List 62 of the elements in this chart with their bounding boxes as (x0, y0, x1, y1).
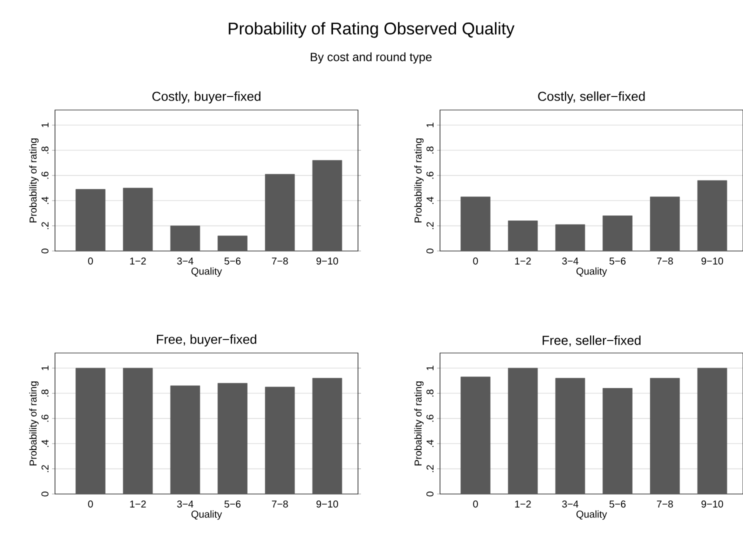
y-tick-label: .2 (426, 465, 434, 472)
x-tick-label: 7−8 (272, 258, 288, 265)
x-tick-label: 7−8 (272, 500, 288, 508)
x-tick-label: 9−10 (701, 500, 724, 508)
x-tick-label: 1−2 (130, 258, 146, 264)
chart-title: Costly, seller−fixed (538, 91, 645, 104)
y-axis-title: Probability of rating (29, 138, 39, 222)
y-tick-label: 0 (426, 248, 434, 254)
y-axis-title: Probability of rating (414, 382, 424, 466)
x-tick-label: 3−4 (562, 258, 578, 265)
y-tick-label: .8 (41, 146, 48, 154)
x-tick-label: 3−4 (177, 500, 194, 508)
chart-title: Free, seller−fixed (542, 335, 641, 346)
chart-title: Free, buyer−fixed (156, 334, 256, 346)
text: Probability of Rating Observed Quality (228, 22, 514, 38)
y-tick-label: 1 (426, 366, 434, 370)
text: By cost and round type (310, 52, 432, 64)
x-tick-label: 1−2 (130, 500, 146, 508)
y-tick-label: .4 (426, 196, 434, 204)
y-tick-label: .8 (41, 390, 48, 397)
y-axis-title: Probability of rating (29, 382, 39, 466)
x-tick-label: 0 (473, 500, 478, 508)
y-tick-label: .8 (426, 390, 434, 397)
y-tick-label: 1 (42, 122, 48, 128)
x-tick-label: 7−8 (656, 258, 673, 265)
y-tick-label: .4 (42, 196, 48, 204)
y-tick-label: 0 (426, 492, 434, 496)
y-tick-label: .6 (41, 414, 48, 422)
y-axis-title: Probability of rating (414, 138, 424, 222)
x-tick-label: 3−4 (177, 258, 194, 265)
x-tick-label: 0 (88, 500, 93, 508)
x-tick-label: 1−2 (515, 258, 531, 264)
y-tick-label: .8 (426, 146, 434, 154)
y-tick-label: 0 (41, 248, 48, 254)
x-tick-label: 0 (473, 258, 478, 265)
y-tick-label: .6 (426, 414, 434, 422)
x-axis-title: Quality (191, 510, 222, 520)
y-tick-label: .2 (42, 222, 48, 230)
x-tick-label: 5−6 (224, 500, 241, 508)
x-tick-label: 7−8 (656, 500, 673, 508)
x-tick-label: 9−10 (316, 500, 338, 508)
y-tick-label: 0 (41, 492, 48, 496)
y-tick-label: .6 (41, 172, 48, 179)
y-tick-label: .4 (426, 440, 434, 447)
x-axis-title: Quality (191, 267, 222, 277)
x-tick-label: 5−6 (224, 258, 241, 265)
y-tick-label: 1 (426, 122, 434, 128)
x-tick-label: 5−6 (610, 258, 626, 265)
y-tick-label: .2 (426, 222, 434, 230)
x-axis-title: Quality (576, 267, 607, 277)
y-tick-label: .2 (42, 465, 48, 472)
x-tick-label: 3−4 (562, 500, 578, 508)
x-tick-label: 9−10 (701, 258, 724, 265)
x-tick-label: 1−2 (515, 500, 531, 508)
x-tick-label: 9−10 (316, 258, 338, 265)
y-tick-label: .6 (426, 172, 434, 179)
x-tick-label: 5−6 (610, 500, 626, 508)
x-tick-label: 0 (88, 258, 93, 265)
x-axis-title: Quality (576, 510, 607, 520)
y-tick-label: .4 (42, 440, 48, 447)
y-tick-label: 1 (42, 366, 48, 370)
chart-title: Costly, buyer−fixed (152, 91, 260, 104)
